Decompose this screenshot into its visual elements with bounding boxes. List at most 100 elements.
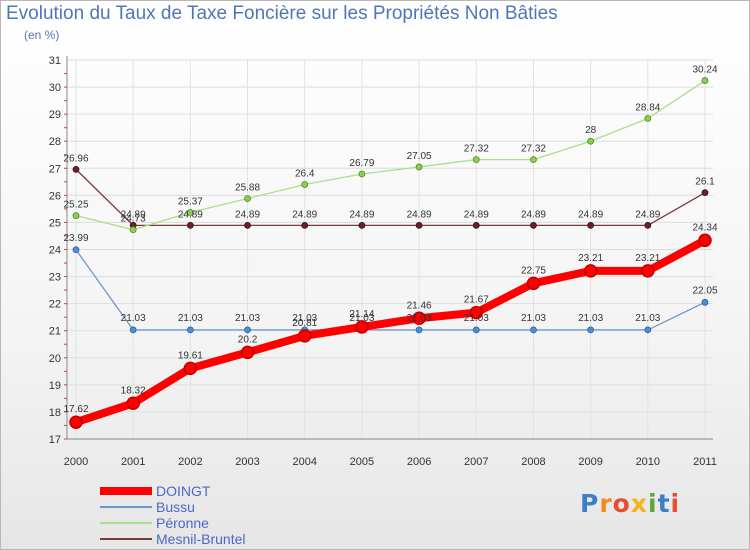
series-line-mesnil-bruntel	[75, 168, 706, 227]
data-point	[355, 320, 369, 334]
data-point	[701, 298, 709, 306]
data-point	[701, 189, 709, 197]
data-label: 22.75	[521, 265, 546, 276]
data-label: 21.03	[235, 313, 260, 324]
x-tick-label: 2010	[636, 456, 660, 468]
data-label: 27.32	[521, 144, 546, 155]
y-tick-label: 28	[49, 136, 61, 148]
y-tick-label: 29	[49, 109, 61, 121]
y-tick-label: 24	[49, 245, 61, 257]
data-label: 21.03	[292, 313, 317, 324]
data-label: 20.2	[238, 334, 258, 345]
data-point	[472, 222, 480, 229]
logo-letter: r	[599, 489, 613, 518]
data-point	[358, 170, 366, 178]
data-label: 21.03	[178, 313, 203, 324]
data-point	[641, 264, 655, 278]
data-point	[412, 311, 426, 326]
data-point	[472, 326, 480, 334]
data-point	[469, 305, 484, 320]
data-point	[472, 156, 480, 164]
legend-label-mesnil-bruntel: Mesnil-Bruntel	[156, 531, 246, 547]
data-point	[587, 222, 595, 229]
logo-letter: P	[580, 489, 600, 518]
logo-letter: x	[630, 489, 648, 518]
data-point	[244, 222, 251, 229]
data-label: 23.21	[635, 253, 660, 264]
x-tick-label: 2006	[407, 456, 431, 468]
data-point	[301, 181, 309, 188]
data-point	[297, 329, 312, 343]
data-point	[530, 156, 537, 164]
data-point	[698, 233, 712, 248]
data-point	[644, 115, 652, 122]
data-label: 26.4	[295, 169, 315, 180]
y-tick-label: 22	[49, 299, 61, 311]
data-point	[72, 212, 80, 220]
data-label: 18.32	[121, 385, 146, 396]
y-tick-label: 18	[49, 407, 61, 419]
data-label: 24.89	[464, 209, 489, 220]
data-label: 24.89	[178, 209, 203, 220]
series-line-p-ronne	[75, 79, 706, 231]
y-tick-label: 25	[49, 217, 61, 229]
data-point	[69, 415, 83, 429]
data-label: 21.03	[407, 313, 432, 324]
data-point	[186, 326, 194, 334]
logo-letter: o	[612, 489, 631, 518]
data-label: 21.46	[407, 300, 432, 311]
data-point	[301, 222, 309, 229]
data-point	[415, 163, 423, 171]
data-label: 28.84	[635, 102, 660, 113]
data-label: 23.99	[63, 233, 88, 244]
data-point	[244, 195, 251, 203]
data-label: 21.03	[635, 313, 660, 324]
y-tick-label: 21	[49, 326, 61, 338]
data-label: 21.03	[121, 313, 146, 324]
data-point	[126, 396, 140, 411]
legend-label-bussu: Bussu	[156, 499, 195, 515]
data-label: 21.03	[521, 313, 546, 324]
data-label: 19.61	[178, 350, 203, 361]
data-label: 24.89	[292, 209, 317, 220]
data-point	[530, 326, 537, 334]
data-label: 27.32	[464, 144, 489, 155]
data-label: 25.88	[235, 183, 260, 194]
data-point	[415, 326, 423, 334]
y-tick-label: 19	[49, 380, 61, 392]
y-tick-label: 26	[49, 190, 61, 202]
data-label: 21.67	[464, 295, 489, 306]
data-point	[244, 326, 251, 334]
data-label: 25.25	[63, 200, 88, 211]
data-point	[183, 361, 198, 376]
data-label: 26.96	[63, 153, 88, 164]
x-tick-label: 2005	[350, 456, 374, 468]
x-tick-label: 2002	[178, 456, 202, 468]
data-point	[587, 326, 595, 334]
x-tick-label: 2003	[235, 456, 259, 468]
data-label: 17.62	[63, 404, 88, 415]
logo-letter: i	[648, 489, 658, 518]
data-label: 22.05	[692, 285, 717, 296]
data-point	[129, 226, 137, 234]
data-point	[526, 276, 541, 291]
data-label: 28	[585, 125, 597, 136]
y-tick-label: 31	[49, 55, 61, 67]
series-line-doingt	[72, 236, 709, 427]
data-point	[72, 165, 80, 173]
data-label: 24.34	[692, 222, 717, 233]
data-label: 23.21	[578, 253, 603, 264]
data-point	[583, 264, 598, 278]
y-tick-label: 27	[49, 163, 61, 175]
legend-swatch-doingt	[100, 487, 152, 495]
data-label: 24.89	[578, 209, 603, 220]
data-label: 21.14	[349, 309, 374, 320]
data-point	[644, 222, 652, 229]
x-tick-label: 2000	[64, 456, 88, 468]
y-tick-label: 17	[49, 434, 61, 446]
proxiti-logo: Proxiti	[580, 489, 680, 518]
data-label: 26.79	[349, 158, 374, 169]
x-tick-label: 2007	[464, 456, 488, 468]
legend-swatch-peronne	[100, 522, 152, 524]
